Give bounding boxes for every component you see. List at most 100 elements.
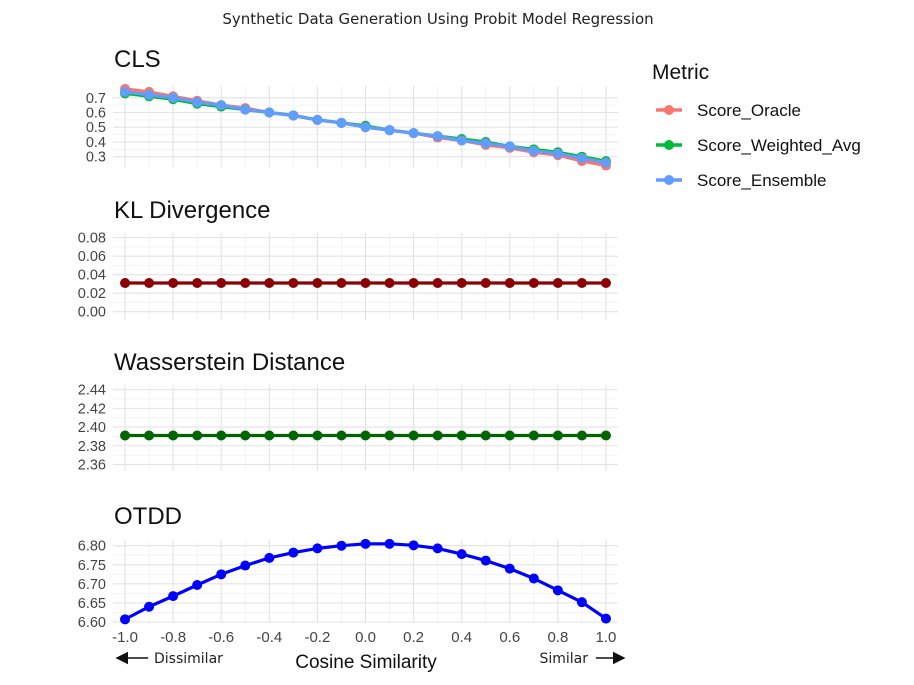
legend-item-oracle: Score_Oracle	[656, 101, 801, 120]
data-point	[384, 430, 395, 441]
data-point	[504, 430, 515, 441]
y-tick-label: 0.6	[86, 106, 106, 122]
x-tick-label: 1.0	[596, 629, 617, 646]
data-point	[312, 543, 323, 554]
data-point	[216, 100, 227, 111]
panel-kl-divergence: KL Divergence 0.08 0.06 0.04 0.02 0.00	[78, 197, 618, 321]
data-point	[216, 277, 227, 288]
data-point	[144, 89, 155, 100]
data-point	[576, 430, 587, 441]
data-point	[240, 277, 251, 288]
x-tick-label: -0.4	[256, 629, 282, 646]
y-tick-label: 2.44	[78, 383, 106, 399]
x-tick-label: 0.0	[355, 629, 376, 646]
legend-point-swatch	[664, 140, 674, 150]
y-tick-label: 0.4	[86, 135, 106, 151]
legend-label: Score_Oracle	[697, 101, 801, 120]
similar-annotation: Similar	[539, 651, 626, 667]
data-point	[504, 563, 515, 574]
y-tick-label: 0.7	[86, 91, 106, 107]
dissimilar-annotation: Dissimilar	[115, 651, 223, 667]
data-point	[528, 430, 539, 441]
data-point	[360, 538, 371, 549]
data-point	[456, 549, 467, 560]
data-point	[456, 430, 467, 441]
data-point	[144, 430, 155, 441]
data-point	[336, 277, 347, 288]
panel-title: KL Divergence	[114, 197, 271, 224]
data-point	[456, 277, 467, 288]
data-point	[120, 614, 131, 625]
data-point	[168, 430, 179, 441]
data-point	[528, 145, 539, 156]
y-tick-label: 6.75	[78, 558, 106, 574]
data-point	[552, 430, 563, 441]
x-axis: -1.0 -0.8 -0.6 -0.4 -0.2 0.0 0.2 0.4 0.6 0.8 1.0	[112, 629, 616, 646]
y-tick-label: 6.80	[78, 539, 106, 555]
data-point	[408, 128, 419, 139]
panel-otdd: OTDD 6.80 6.75 6.70 6.65 6.60	[78, 503, 618, 631]
y-tick-label: 2.40	[78, 420, 106, 436]
data-point	[144, 601, 155, 612]
y-tick-label: 2.36	[78, 457, 106, 473]
data-point	[288, 110, 299, 121]
data-point	[528, 277, 539, 288]
panel-title: CLS	[114, 46, 161, 73]
x-tick-label: -0.8	[160, 629, 186, 646]
y-tick-label: 0.00	[78, 305, 106, 321]
data-point	[576, 153, 587, 164]
x-tick-label: 0.8	[547, 629, 568, 646]
legend: Metric Score_Oracle Score_Weighted_Avg S…	[652, 61, 861, 190]
data-point	[240, 430, 251, 441]
panel-wasserstein-distance: Wasserstein Distance 2.44 2.42 2.40 2.38 2.36	[78, 349, 618, 473]
legend-label: Score_Ensemble	[697, 171, 826, 190]
data-point	[576, 277, 587, 288]
y-tick-label: 6.70	[78, 577, 106, 593]
panels: CLS 0.70.60.50.40.3 KL Divergence 0.08 0.06 0…	[78, 46, 618, 631]
data-point	[600, 157, 611, 168]
data-point	[192, 97, 203, 108]
x-tick-label: 0.4	[451, 629, 472, 646]
data-point	[480, 430, 491, 441]
data-point	[192, 430, 203, 441]
data-point	[264, 552, 275, 563]
data-point	[120, 86, 131, 97]
y-tick-label: 6.65	[78, 596, 106, 612]
panel-title: OTDD	[114, 503, 182, 530]
legend-label: Score_Weighted_Avg	[697, 136, 861, 155]
data-point	[336, 117, 347, 128]
y-tick-label: 2.38	[78, 439, 106, 455]
data-point	[312, 114, 323, 125]
data-point	[312, 430, 323, 441]
data-point	[600, 613, 611, 624]
data-point	[408, 540, 419, 551]
x-tick-label: -0.2	[304, 629, 330, 646]
data-point	[360, 430, 371, 441]
y-tick-label: 0.08	[78, 231, 106, 247]
data-point	[144, 277, 155, 288]
data-point	[216, 430, 227, 441]
legend-point-swatch	[664, 105, 674, 115]
data-point	[120, 277, 131, 288]
y-tick-label: 6.60	[78, 615, 106, 631]
data-point	[264, 430, 275, 441]
y-tick-label: 0.3	[86, 150, 106, 166]
dissimilar-label: Dissimilar	[154, 651, 223, 667]
x-tick-label: -0.6	[208, 629, 234, 646]
legend-title: Metric	[652, 61, 709, 84]
data-point	[552, 277, 563, 288]
data-point	[384, 125, 395, 136]
x-tick-label: 0.6	[499, 629, 520, 646]
panel-title: Wasserstein Distance	[114, 349, 345, 376]
series-score-ensemble	[120, 86, 611, 168]
data-point	[504, 277, 515, 288]
data-point	[168, 277, 179, 288]
data-point	[360, 122, 371, 133]
data-point	[576, 597, 587, 608]
data-point	[600, 430, 611, 441]
data-point	[552, 148, 563, 159]
y-tick-label: 0.5	[86, 120, 106, 136]
data-point	[288, 430, 299, 441]
data-point	[432, 277, 443, 288]
